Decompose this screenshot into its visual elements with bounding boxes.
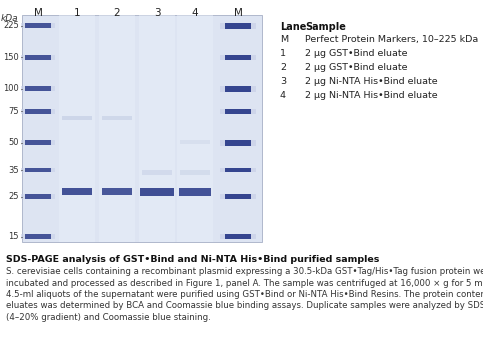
Bar <box>21 194 55 199</box>
Text: SDS-PAGE analysis of GST•Bind and Ni-NTA His•Bind purified samples: SDS-PAGE analysis of GST•Bind and Ni-NTA… <box>6 255 379 264</box>
Bar <box>225 23 251 28</box>
Bar <box>220 234 256 238</box>
Text: 4: 4 <box>280 91 286 100</box>
Bar <box>220 109 256 114</box>
Text: 225: 225 <box>3 21 19 30</box>
Bar <box>220 168 256 172</box>
Text: 100: 100 <box>3 84 19 93</box>
Bar <box>225 109 251 114</box>
Text: 15: 15 <box>9 232 19 241</box>
Text: 2 μg Ni-NTA His•Bind eluate: 2 μg Ni-NTA His•Bind eluate <box>305 77 438 86</box>
Bar <box>25 234 51 238</box>
Bar <box>220 86 256 92</box>
Bar <box>62 116 92 120</box>
Bar <box>25 194 51 199</box>
Bar <box>225 140 251 146</box>
Bar <box>22 15 262 242</box>
Text: M: M <box>33 8 43 18</box>
Text: 150: 150 <box>3 53 19 62</box>
Text: 4: 4 <box>192 8 199 18</box>
Text: 35: 35 <box>8 166 19 175</box>
Bar <box>25 55 51 60</box>
Text: 4.5-ml aliquots of the supernatant were purified using GST•Bind or Ni-NTA His•Bi: 4.5-ml aliquots of the supernatant were … <box>6 290 483 299</box>
Text: Perfect Protein Markers, 10–225 kDa: Perfect Protein Markers, 10–225 kDa <box>305 35 478 44</box>
Text: M: M <box>234 8 242 18</box>
Text: 2 μg Ni-NTA His•Bind eluate: 2 μg Ni-NTA His•Bind eluate <box>305 91 438 100</box>
Bar <box>180 170 210 175</box>
Bar <box>220 23 256 28</box>
Bar <box>62 188 92 195</box>
Bar <box>21 234 55 238</box>
Text: 50: 50 <box>9 138 19 147</box>
Text: Sample: Sample <box>305 22 346 32</box>
Bar <box>21 86 55 91</box>
Bar <box>139 15 175 242</box>
Bar <box>99 15 135 242</box>
Text: 1: 1 <box>280 49 286 58</box>
Text: 2: 2 <box>280 63 286 72</box>
Text: 1: 1 <box>74 8 80 18</box>
Bar <box>25 86 51 91</box>
Text: S. cerevisiae cells containing a recombinant plasmid expressing a 30.5-kDa GST•T: S. cerevisiae cells containing a recombi… <box>6 267 483 276</box>
Bar <box>59 15 95 242</box>
Bar <box>21 109 55 114</box>
Text: 3: 3 <box>280 77 286 86</box>
Bar <box>102 116 132 120</box>
Bar <box>102 188 132 195</box>
Bar <box>225 86 251 92</box>
Text: 2 μg GST•Bind eluate: 2 μg GST•Bind eluate <box>305 49 408 58</box>
Bar <box>220 55 256 60</box>
Bar <box>21 55 55 60</box>
Bar <box>180 140 210 144</box>
Text: Lane: Lane <box>280 22 306 32</box>
Bar <box>25 140 51 145</box>
Text: kDa: kDa <box>0 14 18 23</box>
Bar <box>142 170 172 175</box>
Bar <box>179 188 211 196</box>
Text: 25: 25 <box>9 192 19 201</box>
Text: 75: 75 <box>8 107 19 116</box>
Text: 2 μg GST•Bind eluate: 2 μg GST•Bind eluate <box>305 63 408 72</box>
Text: 3: 3 <box>154 8 160 18</box>
Bar <box>140 188 174 196</box>
Text: M: M <box>280 35 288 44</box>
Text: eluates was determined by BCA and Coomassie blue binding assays. Duplicate sampl: eluates was determined by BCA and Coomas… <box>6 302 483 310</box>
Text: (4–20% gradient) and Coomassie blue staining.: (4–20% gradient) and Coomassie blue stai… <box>6 313 211 322</box>
Bar <box>220 140 256 146</box>
Bar <box>21 168 55 172</box>
Text: incubated and processed as described in Figure 1, panel A. The sample was centri: incubated and processed as described in … <box>6 279 483 288</box>
Bar <box>225 168 251 172</box>
Bar <box>220 194 256 199</box>
Bar <box>25 168 51 172</box>
Bar <box>177 15 213 242</box>
Bar <box>25 109 51 114</box>
Bar <box>225 55 251 60</box>
Bar <box>25 23 51 28</box>
Bar <box>225 194 251 199</box>
Bar <box>21 23 55 28</box>
Bar <box>21 140 55 145</box>
Bar <box>225 234 251 238</box>
Text: 2: 2 <box>114 8 120 18</box>
